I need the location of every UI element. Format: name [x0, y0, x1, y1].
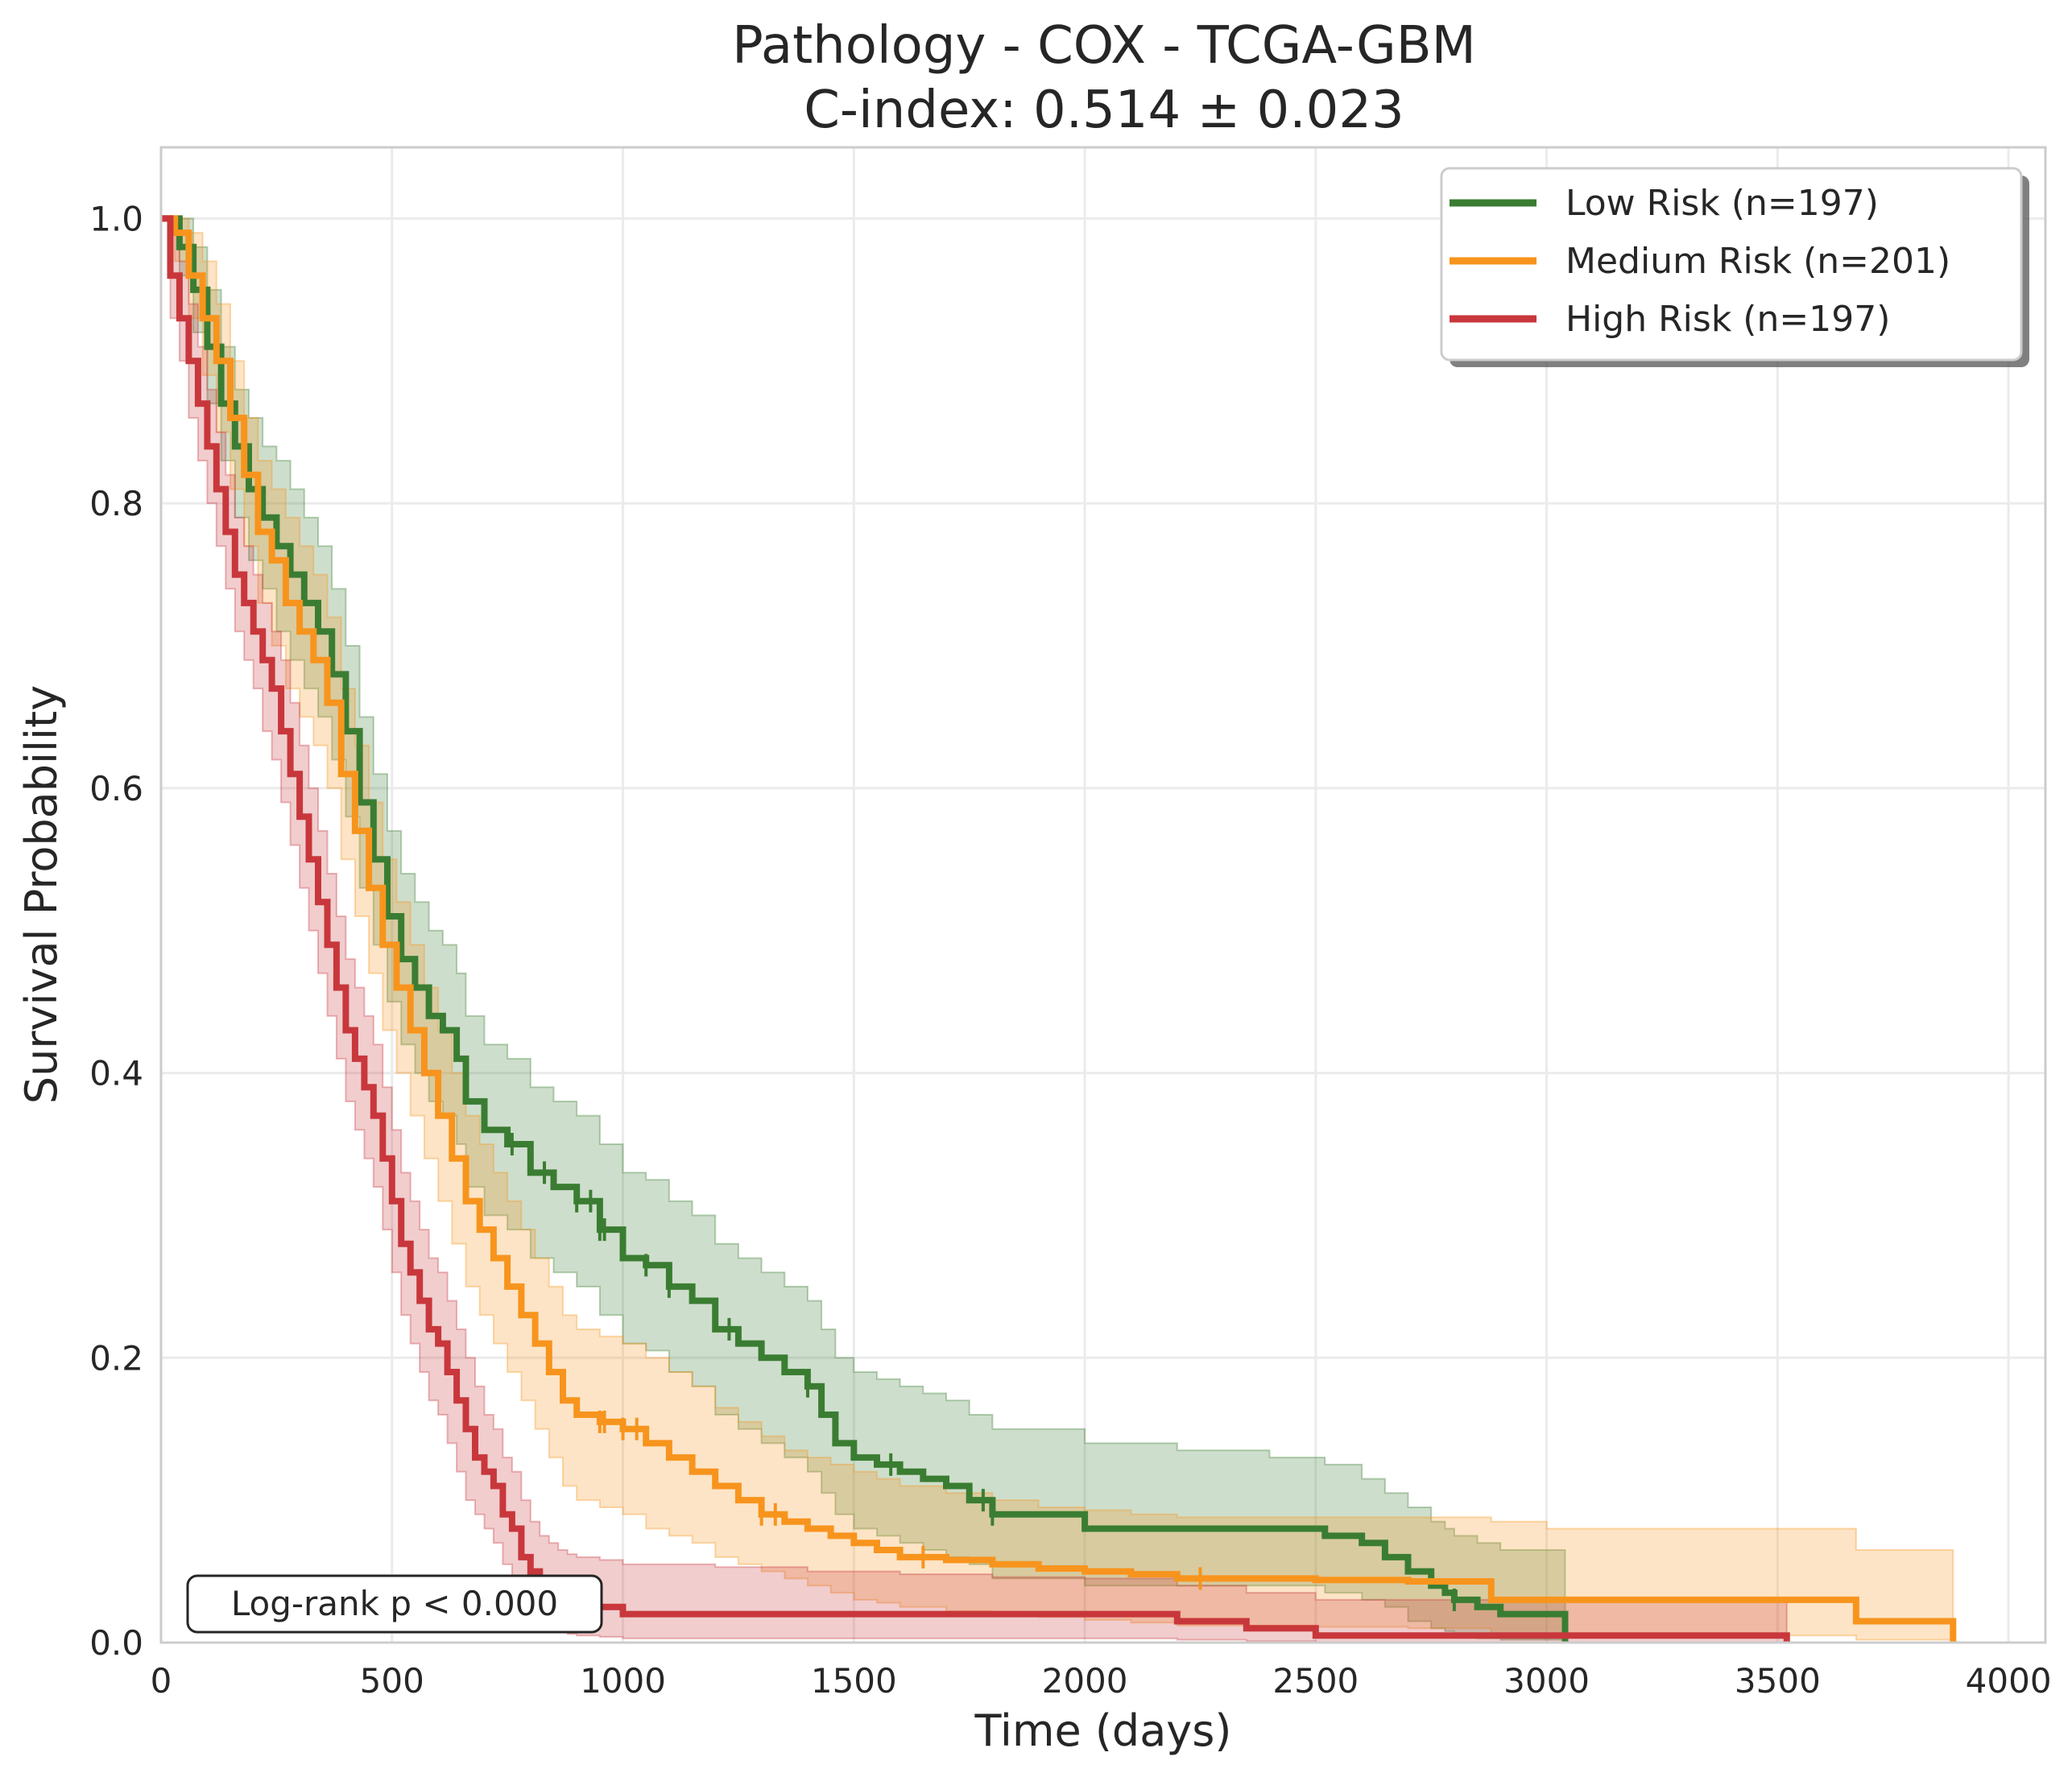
- y-tick-label: 1.0: [89, 199, 143, 238]
- chart-subtitle: C-index: 0.514 ± 0.023: [804, 81, 1404, 140]
- high-risk-legend-label: High Risk (n=197): [1565, 299, 1890, 340]
- y-axis-label: Survival Probability: [16, 685, 67, 1104]
- annotation-box: [186, 1574, 603, 1634]
- low-risk-ci-band: [161, 217, 1566, 1643]
- legend-box: [1440, 167, 2023, 362]
- y-tick-label: 0.4: [89, 1054, 143, 1093]
- x-tick-label: 1500: [811, 1661, 897, 1701]
- y-tick-label: 0.0: [89, 1623, 143, 1663]
- y-axis-ticks: 0.0 0.2 0.4 0.6 0.8 1.0: [89, 199, 143, 1663]
- x-tick-label: 2500: [1272, 1661, 1359, 1701]
- x-tick-label: 2000: [1042, 1661, 1128, 1701]
- plot-frame: [159, 146, 2047, 1644]
- y-tick-label: 0.6: [89, 769, 143, 808]
- x-tick-label: 3000: [1503, 1661, 1590, 1701]
- high-risk-ci-band: [161, 217, 1788, 1643]
- logrank-annotation: Log-rank p < 0.000: [186, 1574, 603, 1634]
- x-tick-label: 0: [151, 1661, 172, 1701]
- censor-markers: [510, 1133, 1456, 1611]
- annotation-text: Log-rank p < 0.000: [231, 1584, 558, 1623]
- y-tick-label: 0.2: [89, 1338, 143, 1378]
- medium-risk-curve: [161, 215, 1957, 1643]
- x-axis-label: Time (days): [974, 1705, 1232, 1756]
- y-tick-label: 0.8: [89, 484, 143, 523]
- x-tick-label: 1000: [580, 1661, 666, 1701]
- x-tick-label: 3500: [1735, 1661, 1821, 1701]
- legend: Low Risk (n=197) Medium Risk (n=201) High …: [1440, 167, 2029, 367]
- medium-risk-legend-label: Medium Risk (n=201): [1565, 241, 1950, 282]
- low-risk-legend-label: Low Risk (n=197): [1565, 183, 1879, 224]
- x-tick-label: 4000: [1966, 1661, 2052, 1701]
- legend-entries: Low Risk (n=197) Medium Risk (n=201) High …: [1450, 183, 1950, 340]
- x-tick-label: 500: [360, 1661, 424, 1701]
- chart-title: Pathology - COX - TCGA-GBM: [732, 16, 1476, 76]
- x-axis-ticks: 0 500 1000 1500 2000 2500 3000 3500 4000: [151, 1661, 2052, 1701]
